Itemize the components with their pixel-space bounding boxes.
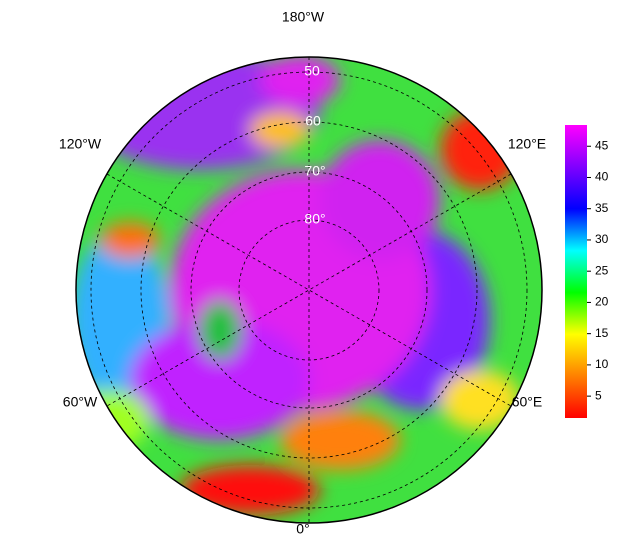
map-border [75, 56, 543, 524]
colorbar-tick-label: 40 [595, 170, 609, 184]
lon-label: 120°W [59, 136, 102, 152]
lon-label: 120°E [508, 136, 546, 152]
lat-label: 80° [304, 211, 325, 227]
lon-label: 60°E [512, 394, 543, 410]
field [76, 57, 542, 523]
colorbar-tick-label: 20 [595, 295, 609, 309]
lat-label: 60 [305, 113, 321, 129]
lon-label: 60°W [63, 394, 98, 410]
lon-label: 0° [296, 521, 309, 537]
colorbar [565, 125, 587, 418]
colorbar-tick-label: 35 [595, 201, 609, 215]
colorbar-tick-label: 25 [595, 263, 609, 277]
lon-label: 180°W [282, 9, 325, 25]
colorbar-tick-label: 10 [595, 357, 609, 371]
colorbar-tick-label: 30 [595, 232, 609, 246]
colorbar-tick-label: 15 [595, 326, 609, 340]
colorbar-tick-label: 45 [595, 138, 609, 152]
graticule [90, 57, 528, 523]
lat-label: 70° [304, 163, 325, 179]
colorbar-tick-label: 5 [595, 388, 602, 402]
lat-label: 50 [304, 63, 320, 79]
